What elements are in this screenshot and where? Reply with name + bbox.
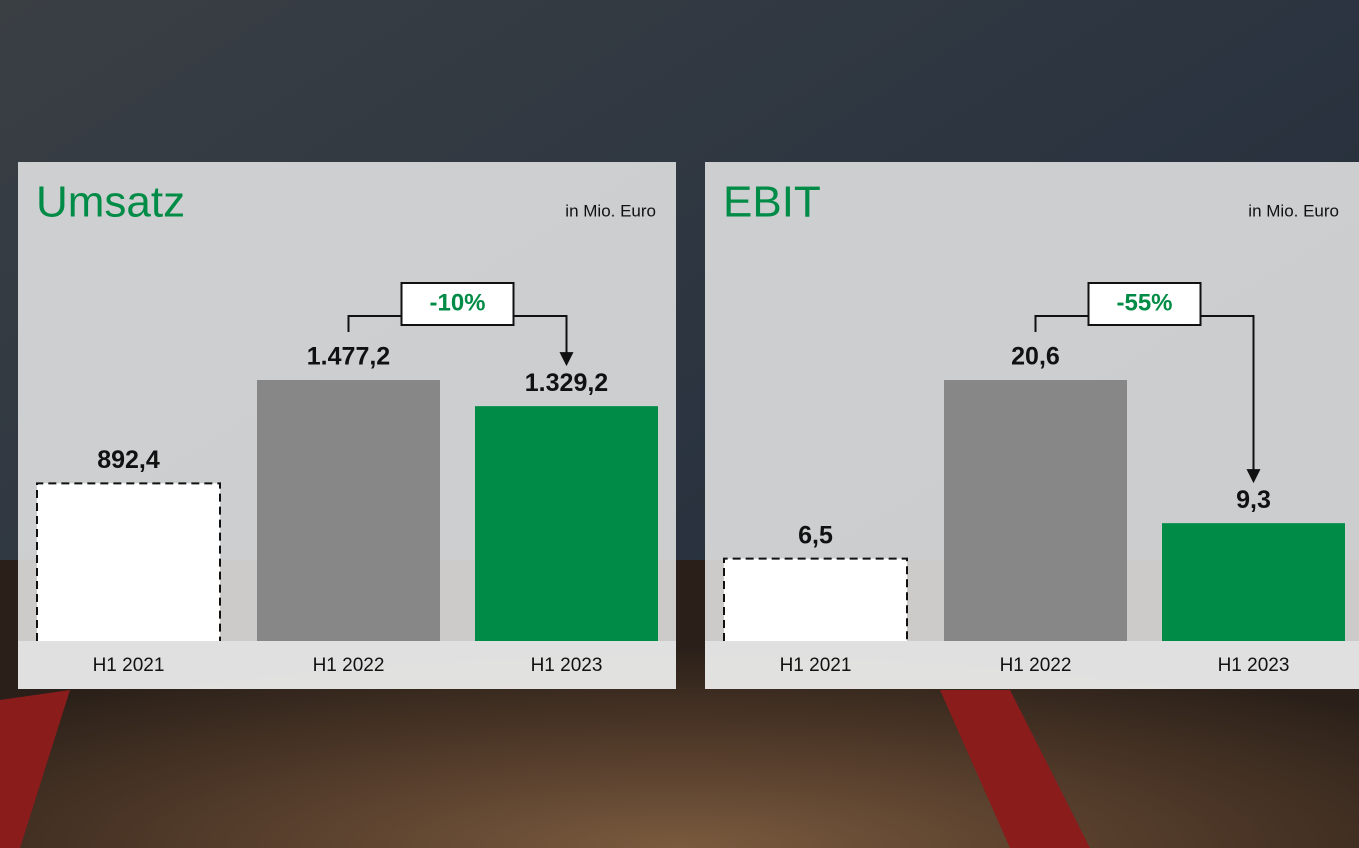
- bar: [724, 558, 907, 641]
- bar: [475, 406, 658, 641]
- value-label: 9,3: [1236, 486, 1271, 514]
- bar-outline: [36, 482, 221, 641]
- arrow-head: [559, 352, 574, 367]
- value-label: 892,4: [97, 446, 160, 474]
- arrow-head: [1246, 469, 1261, 484]
- change-box: [400, 282, 515, 326]
- category-band: [18, 641, 676, 689]
- value-label: 20,6: [1011, 343, 1060, 371]
- chart-panel: EBIT in Mio. Euro 6,5 H1 2021 20,6 H1 2022 9,3…: [705, 162, 1359, 689]
- chart-title: EBIT: [723, 178, 821, 227]
- change-annotation: -10%: [429, 289, 485, 316]
- value-label: 6,5: [798, 521, 833, 549]
- bar: [944, 380, 1127, 641]
- change-box: [1087, 282, 1202, 326]
- background-tray: [0, 690, 70, 848]
- value-label: 1.329,2: [525, 369, 608, 397]
- value-label: 1.477,2: [307, 343, 390, 371]
- x-tick-label: H1 2021: [780, 655, 852, 676]
- bar-outline: [723, 557, 908, 641]
- chart-title: Umsatz: [36, 178, 185, 227]
- x-tick-label: H1 2021: [93, 655, 165, 676]
- chart-panel: Umsatz in Mio. Euro 892,4 H1 2021 1.477,2 H1 …: [18, 162, 676, 689]
- x-tick-label: H1 2023: [1218, 655, 1290, 676]
- unit-label: in Mio. Euro: [1248, 201, 1339, 220]
- bar: [1162, 523, 1345, 641]
- x-tick-label: H1 2023: [531, 655, 603, 676]
- change-annotation: -55%: [1116, 289, 1172, 316]
- unit-label: in Mio. Euro: [565, 201, 656, 220]
- bar: [257, 380, 440, 641]
- x-tick-label: H1 2022: [1000, 655, 1072, 676]
- background-tray: [940, 690, 1090, 848]
- bar: [37, 483, 220, 641]
- charts: Umsatz in Mio. Euro 892,4 H1 2021 1.477,2 H1 …: [18, 162, 1359, 689]
- category-band: [705, 641, 1359, 689]
- x-tick-label: H1 2022: [313, 655, 385, 676]
